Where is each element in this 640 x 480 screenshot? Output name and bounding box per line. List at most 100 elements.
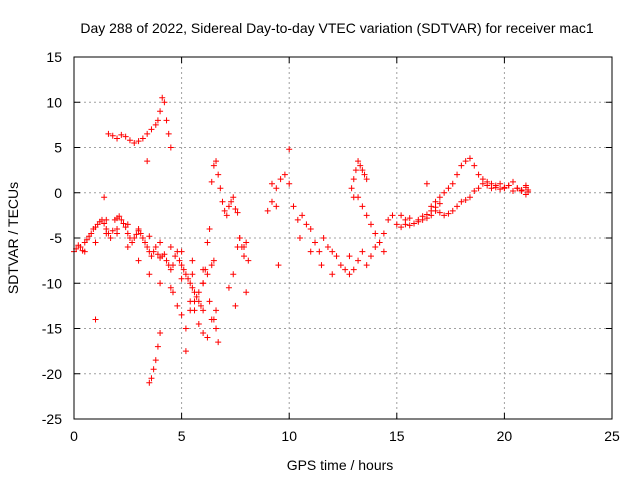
data-point (122, 133, 129, 140)
data-point (281, 171, 288, 178)
data-point (105, 130, 112, 137)
data-point (525, 187, 532, 194)
data-point (475, 171, 482, 178)
data-point (193, 293, 200, 300)
data-point (432, 204, 439, 211)
data-points (71, 94, 532, 386)
data-point (200, 266, 207, 273)
data-point (109, 132, 116, 139)
data-point (393, 221, 400, 228)
data-point (380, 248, 387, 255)
grid (74, 57, 612, 419)
data-point (167, 266, 174, 273)
data-point (118, 131, 125, 138)
data-point (83, 236, 90, 243)
data-point (348, 185, 355, 192)
data-point (129, 239, 136, 246)
data-point (471, 162, 478, 169)
data-point (350, 266, 357, 273)
x-tick-label: 5 (178, 428, 186, 444)
y-tick-label: 5 (54, 140, 62, 156)
data-point (114, 135, 121, 142)
data-point (131, 235, 138, 241)
data-point (167, 244, 174, 251)
data-point (154, 117, 161, 124)
data-point (178, 262, 185, 269)
data-point (449, 180, 456, 187)
data-point (479, 176, 486, 183)
data-point (458, 162, 465, 169)
data-point (389, 212, 396, 219)
data-point (454, 171, 461, 178)
data-point (189, 284, 196, 291)
data-point (294, 216, 301, 223)
y-tick-label: 0 (54, 185, 62, 201)
data-point (195, 320, 202, 327)
data-point (346, 271, 353, 278)
y-axis-label: SDTVAR / TECUs (5, 182, 21, 294)
data-point (172, 253, 179, 260)
data-point (163, 257, 170, 264)
data-point (228, 198, 235, 205)
data-point (337, 262, 344, 269)
data-point (189, 271, 196, 278)
data-point (510, 187, 517, 194)
data-point (169, 262, 176, 269)
data-point (146, 379, 153, 386)
data-point (210, 162, 217, 169)
data-point (139, 135, 146, 142)
data-point (135, 138, 142, 145)
data-point (484, 178, 491, 185)
data-point (213, 325, 220, 332)
data-point (200, 280, 207, 287)
data-point (268, 198, 275, 205)
data-point (363, 176, 370, 183)
data-point (320, 235, 327, 241)
data-point (514, 185, 521, 192)
data-point (208, 178, 215, 185)
data-point (200, 307, 207, 314)
data-point (176, 257, 183, 264)
data-point (367, 221, 374, 228)
data-point (152, 244, 159, 251)
data-point (241, 244, 248, 251)
data-point (492, 182, 499, 189)
data-point (144, 158, 151, 165)
data-point (178, 311, 185, 318)
data-point (144, 130, 151, 137)
data-point (458, 198, 465, 205)
data-point (225, 284, 232, 291)
data-point (518, 187, 525, 194)
data-point (161, 251, 168, 258)
data-point (139, 235, 146, 241)
y-tick-label: -20 (42, 366, 62, 382)
data-point (275, 262, 282, 269)
data-point (505, 182, 512, 189)
data-point (154, 251, 161, 258)
data-point (174, 302, 181, 309)
data-point (406, 222, 413, 229)
data-point (118, 216, 125, 223)
data-point (355, 257, 362, 264)
data-point (333, 253, 340, 260)
data-point (103, 216, 110, 223)
data-point (432, 198, 439, 205)
data-point (522, 191, 529, 198)
data-point (234, 244, 241, 251)
data-point (146, 271, 153, 278)
data-point (449, 207, 456, 214)
data-point (367, 253, 374, 260)
y-tick-label: -5 (50, 230, 63, 246)
data-point (187, 307, 194, 314)
data-point (217, 185, 224, 192)
data-point (376, 239, 383, 246)
data-point (189, 257, 196, 264)
data-point (286, 180, 293, 187)
x-tick-label: 15 (389, 428, 405, 444)
data-point (346, 253, 353, 260)
data-point (352, 167, 359, 174)
data-point (157, 280, 164, 287)
data-point (182, 325, 189, 332)
data-point (167, 284, 174, 291)
data-point (81, 248, 88, 255)
